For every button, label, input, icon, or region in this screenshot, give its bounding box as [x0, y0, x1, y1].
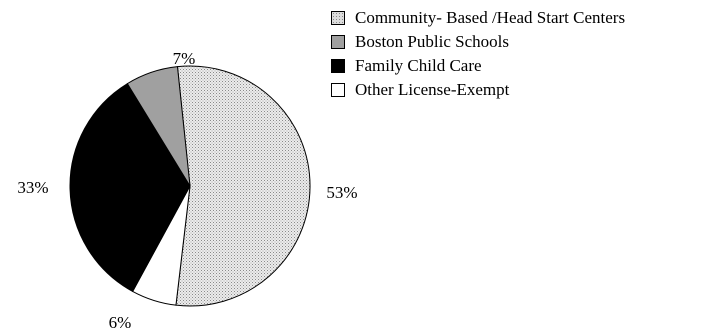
legend-item-community-based: Community- Based /Head Start Centers: [331, 6, 625, 30]
legend-swatch-black: [331, 59, 345, 73]
pie-data-label: 33%: [17, 178, 48, 197]
pie-data-label: 53%: [326, 183, 357, 202]
pie-labels: 53% 6% 33% 7%: [17, 49, 357, 329]
legend-item-boston-public-schools: Boston Public Schools: [331, 30, 625, 54]
legend-swatch-white: [331, 83, 345, 97]
pie-slices: [69, 65, 311, 307]
pie-slice-boston-public-schools: [126, 66, 191, 187]
legend-swatch-gray: [331, 35, 345, 49]
pie-slice-community-based-head-start-centers: [175, 65, 311, 307]
legend-label: Boston Public Schools: [355, 32, 509, 51]
pie-data-label: 6%: [109, 313, 132, 329]
legend-label: Community- Based /Head Start Centers: [355, 8, 626, 27]
pie-slice-family-child-care: [69, 82, 191, 293]
legend-item-family-child-care: Family Child Care: [331, 54, 625, 78]
pie-data-label: 7%: [173, 49, 196, 68]
legend-swatch-dotted: [331, 11, 345, 25]
legend-item-other-license-exempt: Other License-Exempt: [331, 78, 625, 102]
legend-label: Family Child Care: [355, 56, 482, 75]
legend: Community- Based /Head Start Centers Bos…: [331, 6, 625, 102]
legend-label: Other License-Exempt: [355, 80, 510, 99]
